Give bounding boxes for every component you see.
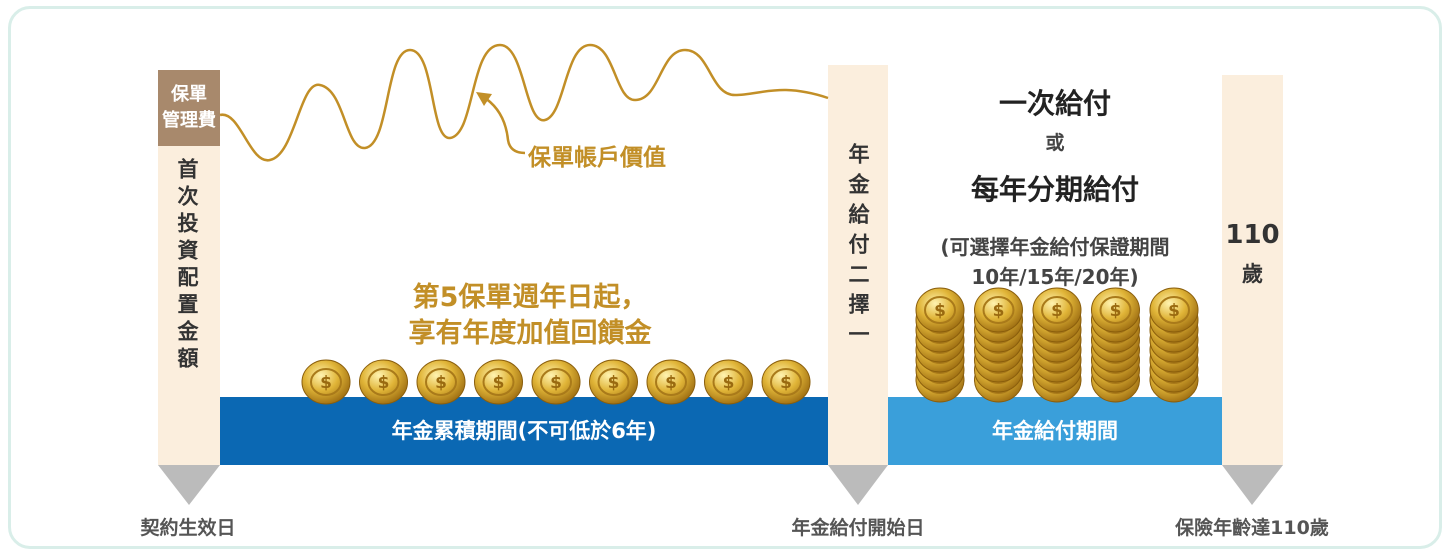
arrowhead bbox=[476, 92, 492, 106]
left-pillar-text: 首次投資配置金額 bbox=[175, 158, 199, 374]
coin bbox=[1032, 287, 1082, 333]
middle-pillar-text: 年金給付二擇一 bbox=[846, 143, 870, 353]
coin bbox=[1149, 287, 1199, 333]
arrow bbox=[481, 94, 526, 155]
coin bbox=[588, 359, 639, 405]
fee-box: 保單 管理費 bbox=[158, 70, 220, 146]
fee-label: 保單 bbox=[171, 84, 207, 105]
or-label: 或 bbox=[1045, 132, 1065, 154]
note-line: 10年/15年/20年) bbox=[971, 265, 1139, 289]
marker bbox=[1222, 465, 1283, 505]
date-label: 保險年齡達110歲 bbox=[1175, 517, 1329, 539]
coin bbox=[1090, 287, 1141, 333]
coin bbox=[416, 359, 466, 405]
marker bbox=[828, 465, 888, 505]
frame bbox=[8, 6, 1442, 549]
option: 一次給付 bbox=[998, 87, 1111, 120]
coin bbox=[301, 359, 351, 405]
coin bbox=[915, 287, 965, 333]
right-pillar bbox=[1222, 75, 1283, 465]
coin bbox=[531, 359, 581, 405]
coin bbox=[358, 359, 409, 405]
right-pillar-text: 歲 bbox=[1242, 262, 1263, 286]
note-line: (可選擇年金給付保證期間 bbox=[940, 235, 1170, 259]
account-value-curve bbox=[219, 43, 829, 162]
bonus-line: 享有年度加值回饋金 bbox=[408, 318, 652, 349]
date-label: 契約生效日 bbox=[140, 517, 236, 539]
note: (可選擇年金給付保證期間 10年/15年/20年) bbox=[878, 232, 1232, 292]
coin bbox=[473, 359, 524, 405]
bonus-line: 第5保單週年日起， bbox=[412, 282, 648, 313]
coin bbox=[703, 359, 754, 405]
option: 每年分期給付 bbox=[970, 173, 1139, 206]
right-pillar-text: 110 bbox=[1225, 220, 1280, 250]
date-label: 年金給付開始日 bbox=[791, 517, 925, 539]
accumulation-bar: 年金累積期間(不可低於6年) bbox=[220, 397, 828, 465]
account-value-label: 保單帳戶價值 bbox=[528, 145, 666, 171]
fee-label: 管理費 bbox=[162, 110, 216, 131]
coin bbox=[646, 359, 696, 405]
payout-bar: 年金給付期間 bbox=[888, 397, 1222, 465]
marker bbox=[158, 465, 220, 505]
coin bbox=[761, 359, 811, 405]
middle-pillar bbox=[828, 65, 888, 465]
coin bbox=[973, 287, 1024, 333]
bonus-label: 第5保單週年日起， 享有年度加值回饋金 bbox=[330, 280, 730, 352]
